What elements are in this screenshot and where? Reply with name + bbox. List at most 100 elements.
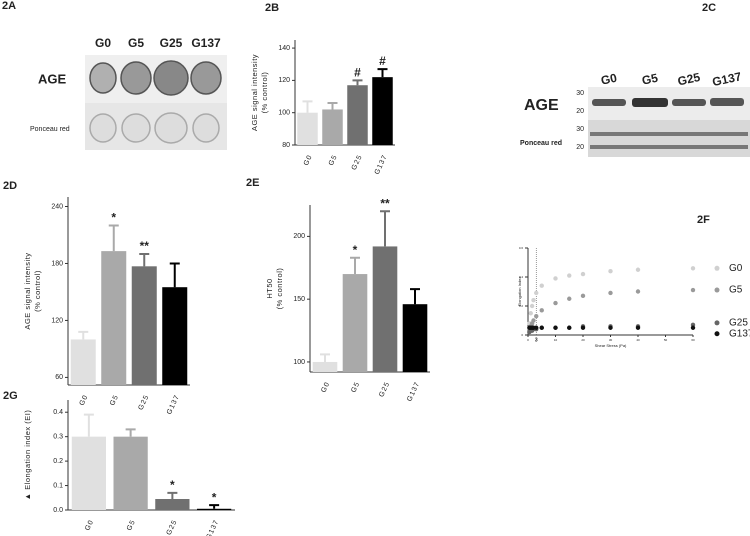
y-axis-label: (% control): [260, 72, 269, 114]
row-label: AGE: [38, 71, 67, 86]
bar: [70, 339, 96, 385]
panel-label: 2E: [246, 177, 259, 189]
panel-label: 2G: [3, 390, 18, 402]
point: [539, 325, 544, 330]
x-tick-label: 40: [636, 338, 640, 342]
point: [690, 287, 696, 293]
y-axis-label: ▲ Elongation index (EI): [23, 410, 32, 501]
legend-label: G5: [729, 285, 743, 296]
y-tick-label: 180: [51, 260, 63, 267]
error-bar: [352, 79, 363, 86]
lane-label: G137: [711, 69, 743, 89]
panel-label: 2B: [265, 2, 279, 14]
y-tick-label: 140: [278, 45, 290, 52]
error-bar: [125, 428, 136, 437]
x-tick-label: G25: [166, 519, 179, 536]
error-bar: [327, 102, 338, 110]
error-bar: [108, 224, 119, 252]
legend-swatch: [714, 287, 720, 293]
point: [580, 325, 586, 330]
point: [608, 290, 613, 296]
point: [531, 318, 536, 323]
error-bar: [410, 288, 420, 305]
point: [531, 298, 536, 303]
point: [690, 325, 696, 330]
x-tick-label: 60: [691, 338, 695, 342]
x-tick-label: G5: [126, 519, 137, 532]
error-bar: [350, 256, 360, 275]
x-tick-label: G25: [378, 381, 391, 399]
point: [580, 293, 586, 299]
y-tick-label: 0.2: [519, 304, 524, 308]
bar: [347, 85, 368, 145]
point: [553, 325, 558, 330]
panel-label: 2F: [697, 214, 710, 226]
y-tick-label: 0.0: [53, 507, 63, 514]
x-tick-label: G137: [166, 394, 181, 416]
legend-swatch: [714, 320, 720, 326]
bar: [342, 274, 368, 372]
bar: [372, 77, 393, 145]
x-tick-label: G137: [205, 519, 220, 536]
x-tick-label: G0: [84, 519, 95, 532]
row-label: Ponceau red: [30, 126, 70, 133]
bar: [155, 499, 190, 510]
panel-label: 2C: [702, 2, 716, 14]
lane-label: G25: [676, 70, 701, 88]
point: [539, 308, 544, 313]
point: [528, 311, 533, 316]
y-tick-label: 0.4: [519, 275, 524, 279]
bar: [113, 436, 148, 510]
y-tick-label: 0.2: [53, 458, 63, 465]
lane-label: G5: [128, 36, 144, 50]
point: [567, 296, 572, 301]
y-tick-label: 60: [55, 374, 63, 381]
x-tick-label: G25: [138, 394, 151, 412]
blot-bands: [590, 98, 748, 149]
significance: *: [353, 243, 358, 257]
blot-spots: [89, 60, 222, 96]
point: [567, 273, 572, 278]
row-label: AGE: [524, 97, 559, 114]
x-tick-label: G137: [374, 154, 389, 176]
error-bar: [377, 68, 388, 78]
point: [635, 325, 641, 330]
bar: [162, 287, 188, 385]
x-tick-label: 0: [527, 338, 529, 342]
legend-label: G25: [729, 317, 748, 328]
x-tick-label: G5: [328, 154, 339, 167]
y-tick-label: 0.4: [53, 409, 63, 416]
y-axis-label: AGE signal intensity: [250, 54, 259, 131]
ponceau-spots: [89, 112, 220, 144]
point: [567, 325, 572, 330]
y-tick-label: 120: [51, 317, 63, 324]
bar: [197, 508, 232, 510]
y-tick-label: 120: [278, 77, 290, 84]
y-tick-label: 240: [51, 203, 63, 210]
panel-label: 2A: [2, 0, 16, 12]
error-bar: [169, 262, 180, 288]
point: [534, 313, 539, 319]
x-tick-label: G0: [320, 381, 331, 394]
legend-label: G137: [729, 328, 750, 339]
significance: *: [170, 478, 175, 492]
lane-label: G5: [641, 71, 660, 88]
error-bar: [209, 504, 220, 509]
x-tick-label: G5: [350, 381, 361, 394]
error-bar: [83, 413, 94, 437]
y-tick-label: 80: [282, 142, 290, 149]
y-axis-label: AGE signal intensity: [23, 252, 32, 329]
y-tick-label: 150: [293, 296, 305, 303]
y-tick-label: 200: [293, 233, 305, 240]
bar: [372, 246, 398, 372]
error-bar: [139, 252, 150, 267]
y-tick-label: 100: [278, 110, 290, 117]
bar: [402, 304, 428, 372]
point: [529, 303, 535, 309]
point: [608, 269, 613, 274]
y-tick-label: 0.3: [53, 434, 63, 441]
y-axis-label: Elongation Index: [517, 277, 522, 307]
error-bar: [320, 353, 330, 362]
marker-label: 3: [535, 337, 538, 343]
y-tick-label: 0: [521, 333, 523, 337]
